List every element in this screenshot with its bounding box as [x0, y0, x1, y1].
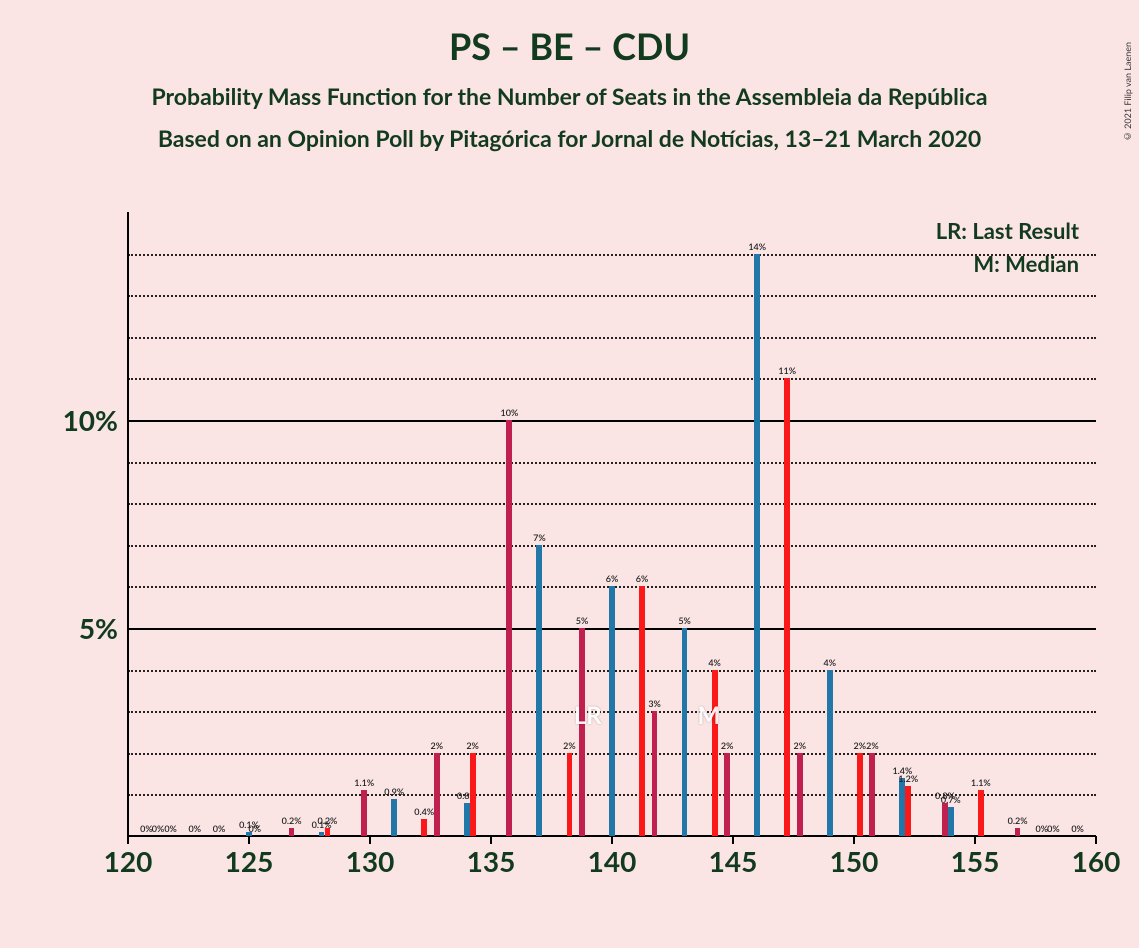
xaxis-tick-label: 155 — [945, 844, 1005, 878]
x-tick — [853, 836, 855, 844]
xaxis-tick-label: 135 — [461, 844, 521, 878]
x-tick — [127, 836, 129, 844]
grid-minor — [128, 503, 1096, 505]
grid-minor — [128, 545, 1096, 547]
bar — [325, 828, 331, 836]
bar — [609, 586, 615, 836]
bar — [470, 753, 476, 836]
y-axis — [127, 212, 129, 836]
x-tick — [369, 836, 371, 844]
bar — [434, 753, 440, 836]
x-tick — [611, 836, 613, 844]
bar-label: 5% — [567, 615, 597, 626]
x-tick — [248, 836, 250, 844]
yaxis-tick-label: 10% — [38, 403, 118, 437]
bar-label: 0% — [240, 823, 270, 834]
bar — [361, 790, 367, 836]
bar — [797, 753, 803, 836]
bar — [682, 628, 688, 836]
bar-label: 2% — [712, 740, 742, 751]
xaxis-tick-label: 125 — [219, 844, 279, 878]
bar — [869, 753, 875, 836]
grid-minor — [128, 295, 1096, 297]
bar — [784, 378, 790, 836]
bar-label: 2% — [785, 740, 815, 751]
bar-label: 7% — [524, 532, 554, 543]
bar-label: 0% — [1063, 823, 1093, 834]
grid-major — [128, 420, 1096, 422]
bar-label: 10% — [494, 407, 524, 418]
grid-minor — [128, 337, 1096, 339]
bar-label: 1.1% — [966, 777, 996, 788]
bar — [639, 586, 645, 836]
bar-label: 14% — [742, 241, 772, 252]
bar — [579, 628, 585, 836]
bar — [1015, 828, 1021, 836]
bar — [421, 819, 427, 836]
bar — [948, 807, 954, 836]
copyright-text: © 2021 Filip van Laenen — [1122, 42, 1133, 142]
grid-minor — [128, 254, 1096, 256]
xaxis-tick-label: 130 — [340, 844, 400, 878]
bar-label: 0% — [204, 823, 234, 834]
bar — [506, 420, 512, 836]
bar — [712, 670, 718, 836]
bar — [652, 711, 658, 836]
xaxis-tick-label: 160 — [1066, 844, 1126, 878]
bar-label: 6% — [627, 573, 657, 584]
chart-title: PS – BE – CDU — [0, 24, 1139, 68]
bar — [567, 753, 573, 836]
bar-label: 0.2% — [277, 815, 307, 826]
bar — [857, 753, 863, 836]
chart-subtitle-1: Probability Mass Function for the Number… — [0, 82, 1139, 110]
bar — [754, 254, 760, 836]
bar — [978, 790, 984, 836]
yaxis-tick-label: 5% — [38, 611, 118, 645]
bar — [289, 828, 295, 836]
bar-label: 0.7% — [936, 794, 966, 805]
bar-label: 1.1% — [349, 777, 379, 788]
x-tick — [732, 836, 734, 844]
bar-label: 0.8% — [452, 790, 482, 801]
x-tick — [974, 836, 976, 844]
chart-subtitle-2: Based on an Opinion Poll by Pitagórica f… — [0, 124, 1139, 152]
bar-label: 2% — [422, 740, 452, 751]
bar-label: 4% — [815, 657, 845, 668]
bar-label: 5% — [670, 615, 700, 626]
marker-m: M — [697, 701, 720, 730]
bar-label: 6% — [597, 573, 627, 584]
xaxis-tick-label: 150 — [824, 844, 884, 878]
bar — [536, 545, 542, 836]
x-tick — [1095, 836, 1097, 844]
bar-label: 2% — [458, 740, 488, 751]
bar-label: 1.2% — [893, 773, 923, 784]
x-tick — [490, 836, 492, 844]
chart-plot-area: 5%10%1201251301351401451501551600%0%0%0%… — [128, 212, 1096, 836]
bar — [391, 799, 397, 836]
xaxis-tick-label: 120 — [98, 844, 158, 878]
marker-lr: LR — [574, 701, 602, 730]
bar — [905, 786, 911, 836]
bar-label: 3% — [640, 698, 670, 709]
grid-minor — [128, 378, 1096, 380]
bar-label: 11% — [772, 365, 802, 376]
bar-label: 2% — [857, 740, 887, 751]
xaxis-tick-label: 140 — [582, 844, 642, 878]
bar-label: 4% — [700, 657, 730, 668]
bar-label: 0.9% — [379, 786, 409, 797]
bar — [724, 753, 730, 836]
bar-label: 0.2% — [312, 815, 342, 826]
xaxis-tick-label: 145 — [703, 844, 763, 878]
bar — [827, 670, 833, 836]
grid-minor — [128, 462, 1096, 464]
